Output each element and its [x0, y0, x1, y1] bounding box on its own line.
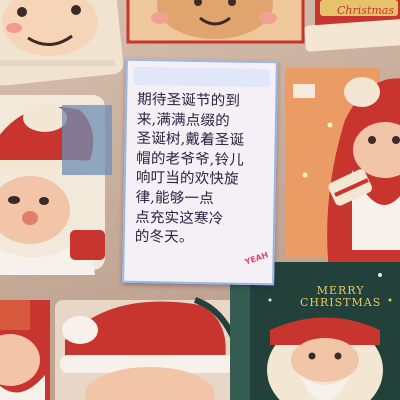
merry-christmas-text: MERRY CHRISTMAS: [300, 285, 381, 309]
yeah-stamp: YEAH: [243, 250, 270, 267]
bottom-left-santa-card: [0, 300, 50, 400]
note-line: 圣诞树,戴着圣诞: [136, 131, 245, 149]
note-line: 律,能够一点: [135, 189, 214, 208]
note-line: 点充实这寒冷: [135, 209, 224, 227]
note-line: 的冬天。: [134, 229, 194, 247]
top-right-christmas-card: [304, 0, 400, 52]
note-line: 来,满满点缀的: [136, 111, 231, 130]
bottom-right-christmas-card: [230, 262, 400, 400]
corner-christmas-text: Christmas: [337, 4, 394, 17]
handwritten-note-card: 期待圣诞节的到 来,满满点缀的 圣诞树,戴着圣诞 帽的老爷爷,铃儿 响叮当的欢快…: [122, 58, 278, 286]
right-santa-card: [327, 77, 400, 280]
bottom-center-santa-card: [55, 297, 241, 400]
left-santa-card: [0, 95, 112, 275]
note-line: 期待圣诞节的到: [137, 91, 241, 110]
note-line: 响叮当的欢快旋: [135, 170, 239, 189]
note-header-bar: [133, 66, 270, 88]
top-center-reindeer-card: [126, 0, 305, 44]
merry-label: MERRY: [316, 284, 365, 297]
note-text: 期待圣诞节的到 来,满满点缀的 圣诞树,戴着圣诞 帽的老爷爷,铃儿 响叮当的欢快…: [135, 91, 268, 250]
christmas-label: CHRISTMAS: [300, 296, 382, 309]
top-left-santa-card: [0, 0, 124, 86]
note-line: 帽的老爷爷,铃儿: [136, 150, 245, 169]
